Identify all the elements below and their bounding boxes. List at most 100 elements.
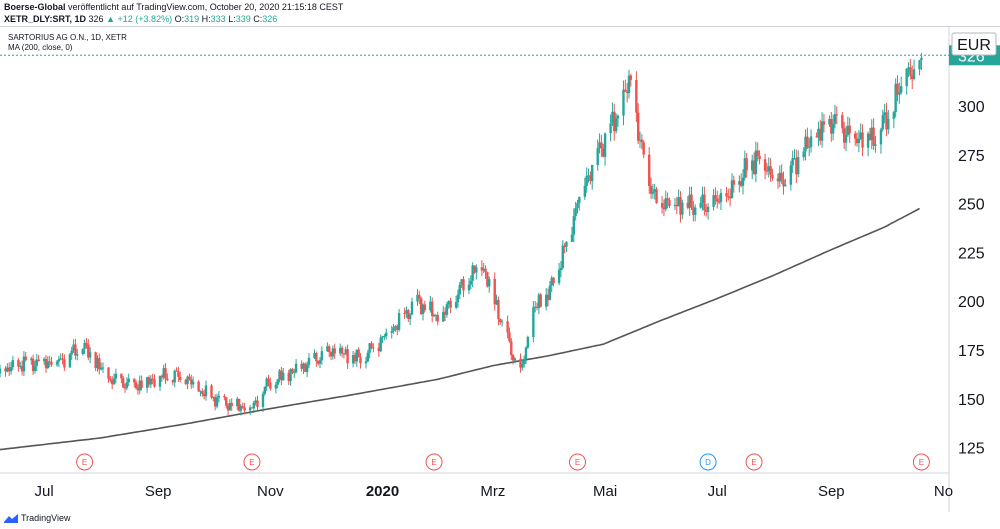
candle-body xyxy=(475,267,478,273)
candle-body xyxy=(213,396,217,407)
candle-body xyxy=(835,114,839,116)
candle-body xyxy=(293,372,296,374)
earnings-marker xyxy=(745,453,763,471)
candle-body xyxy=(46,361,50,369)
candle-body xyxy=(101,367,105,369)
x-tick-label: Mai xyxy=(593,483,617,500)
candle-body xyxy=(236,398,239,407)
candle-body xyxy=(403,313,406,315)
candle-body xyxy=(42,358,46,362)
candle-body xyxy=(614,118,618,132)
candle-body xyxy=(681,202,684,215)
candle-body xyxy=(511,355,515,361)
candle-body xyxy=(252,402,256,409)
y-tick-label: 175 xyxy=(958,343,985,360)
candle-body xyxy=(160,376,164,378)
candle-body xyxy=(355,349,358,362)
candle-body xyxy=(524,347,528,359)
candle-body xyxy=(480,267,484,271)
candle-body xyxy=(112,378,116,385)
candle-body xyxy=(191,381,195,385)
tradingview-logo[interactable]: TradingView xyxy=(4,513,71,523)
candle-body xyxy=(364,361,368,364)
candle-body xyxy=(430,301,434,316)
candle-body xyxy=(533,306,537,308)
chart-frame xyxy=(0,26,1000,513)
low-label: L: xyxy=(228,14,236,24)
candle-body xyxy=(449,300,452,308)
candle-body xyxy=(653,189,656,192)
candle-body xyxy=(725,192,728,197)
candle-body xyxy=(199,391,202,393)
candle-body xyxy=(563,245,566,247)
candle-body xyxy=(63,359,66,368)
candle-body xyxy=(506,321,509,333)
candle-body xyxy=(778,172,781,182)
candle-body xyxy=(738,181,741,185)
candle-body xyxy=(717,201,721,203)
change-value: +12 (+3.82%) xyxy=(117,14,173,24)
x-tick-label: Sep xyxy=(818,483,845,500)
candle-body xyxy=(767,166,770,171)
candle-body xyxy=(164,368,167,379)
candle-body xyxy=(535,306,539,308)
candle-body xyxy=(883,112,886,116)
candle-body xyxy=(162,368,165,378)
candle-body xyxy=(868,133,872,141)
candle-body xyxy=(7,367,11,372)
candle-body xyxy=(791,158,794,166)
candle-body xyxy=(186,376,189,384)
candle-body xyxy=(230,402,233,407)
candle-body xyxy=(307,357,311,365)
candle-body xyxy=(190,379,193,385)
candle-body xyxy=(833,114,837,124)
ma200-line xyxy=(0,207,920,451)
candle-body xyxy=(55,361,59,365)
candle-body xyxy=(758,155,761,160)
candle-body xyxy=(11,360,15,368)
candle-body xyxy=(237,398,241,411)
candle-body xyxy=(776,178,780,182)
x-tick-label: Nov xyxy=(257,483,284,500)
candle-body xyxy=(6,367,9,372)
candle-body xyxy=(59,358,62,360)
y-tick-label: 125 xyxy=(958,441,985,458)
x-tick-label: Jul xyxy=(35,483,54,500)
candle-body xyxy=(392,327,395,332)
candle-body xyxy=(215,397,219,407)
candle-body xyxy=(591,164,594,182)
candle-body xyxy=(351,355,355,364)
candle-body xyxy=(44,358,48,369)
candle-body xyxy=(706,206,710,212)
candle-body xyxy=(109,378,112,381)
candle-body xyxy=(881,115,884,130)
candle-body xyxy=(153,379,156,387)
candle-body xyxy=(642,142,645,155)
candle-body xyxy=(600,142,603,149)
x-tick-label: Mrz xyxy=(480,483,505,500)
candle-body xyxy=(552,277,555,284)
candle-body xyxy=(500,321,504,323)
candle-body xyxy=(120,373,123,379)
candle-body xyxy=(638,139,642,141)
candle-body xyxy=(467,284,471,291)
close-value: 326 xyxy=(262,14,278,24)
high-value: 333 xyxy=(210,14,226,24)
candle-body xyxy=(716,198,719,202)
candle-body xyxy=(278,370,281,380)
candle-body xyxy=(94,352,97,369)
y-tick-label: 275 xyxy=(958,148,985,165)
open-value: 319 xyxy=(184,14,200,24)
candle-body xyxy=(442,311,445,322)
event-marker-label: E xyxy=(431,458,436,467)
candle-body xyxy=(743,158,747,178)
published-text: veröffentlicht auf TradingView.com, Octo… xyxy=(68,2,344,12)
event-marker-label: E xyxy=(249,458,254,467)
candle-body xyxy=(381,336,384,338)
candle-body xyxy=(499,319,502,323)
candle-body xyxy=(817,128,820,138)
event-marker-label: E xyxy=(575,458,580,467)
candle-body xyxy=(732,180,736,185)
candle-body xyxy=(796,157,800,175)
